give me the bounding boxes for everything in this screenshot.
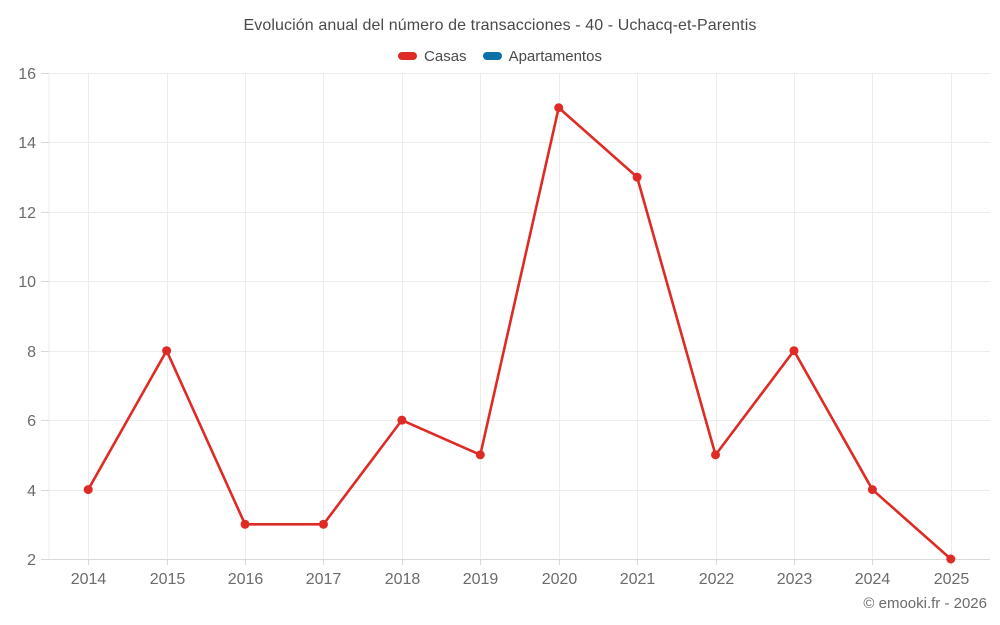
data-point-casas-2021[interactable]	[632, 172, 642, 182]
x-tick-label: 2014	[71, 571, 107, 588]
x-tick-label: 2023	[777, 571, 813, 588]
legend-swatch-casas	[398, 52, 418, 60]
data-point-casas-2018[interactable]	[397, 415, 407, 425]
x-tick-label: 2025	[934, 571, 970, 588]
y-tick-label: 4	[27, 483, 36, 500]
data-point-casas-2016[interactable]	[240, 519, 250, 529]
data-point-casas-2019[interactable]	[475, 450, 485, 460]
data-point-casas-2015[interactable]	[162, 346, 172, 356]
legend-label: Apartamentos	[508, 47, 602, 65]
legend-label: Casas	[424, 47, 467, 65]
legend: Casas Apartamentos	[0, 46, 1000, 66]
data-point-casas-2022[interactable]	[711, 450, 721, 460]
x-tick-label: 2018	[385, 571, 421, 588]
data-point-casas-2024[interactable]	[867, 485, 877, 495]
x-tick-label: 2019	[463, 571, 499, 588]
x-tick-label: 2017	[306, 571, 342, 588]
data-point-casas-2020[interactable]	[554, 103, 564, 113]
y-tick-label: 10	[18, 274, 36, 291]
legend-item-casas[interactable]: Casas	[398, 48, 467, 65]
x-tick-label: 2024	[855, 571, 891, 588]
chart-title: Evolución anual del número de transaccio…	[243, 17, 757, 34]
data-point-casas-2014[interactable]	[83, 485, 93, 495]
y-tick-label: 12	[18, 205, 36, 222]
y-tick-label: 8	[27, 344, 36, 361]
x-tick-label: 2020	[542, 571, 578, 588]
x-tick-label: 2016	[228, 571, 264, 588]
x-tick-label: 2022	[699, 571, 735, 588]
legend-item-apartamentos[interactable]: Apartamentos	[482, 47, 602, 65]
x-tick-label: 2015	[150, 571, 186, 588]
data-point-casas-2023[interactable]	[789, 346, 799, 356]
legend-swatch-apartamentos	[482, 52, 502, 60]
y-tick-label: 2	[27, 552, 36, 569]
x-tick-label: 2021	[620, 571, 656, 588]
data-point-casas-2025[interactable]	[946, 554, 956, 564]
data-point-casas-2017[interactable]	[318, 519, 328, 529]
y-tick-label: 16	[18, 66, 36, 83]
series-line-casas	[86, 106, 953, 561]
y-tick-label: 6	[27, 413, 36, 430]
copyright: © emooki.fr - 2026	[863, 595, 987, 612]
y-tick-label: 14	[18, 135, 36, 152]
